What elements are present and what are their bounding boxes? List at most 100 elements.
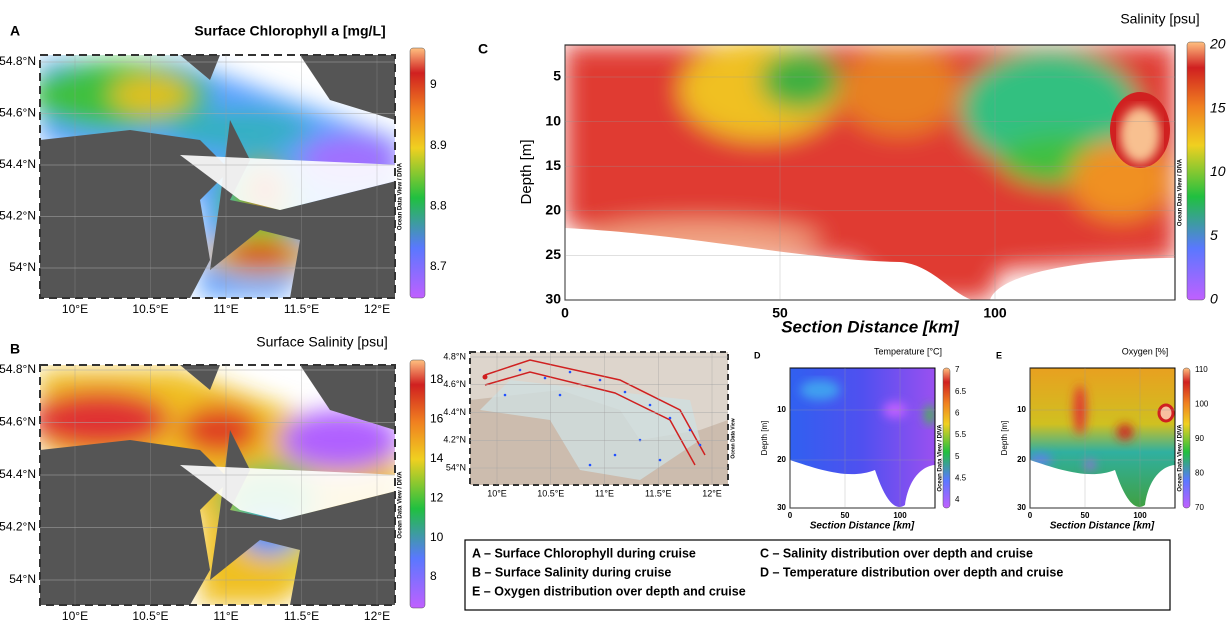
y-tick-label: 54.4°N	[0, 157, 36, 171]
panel-letter: D	[754, 350, 761, 360]
panel-letter: A	[10, 23, 20, 39]
panel-letter: B	[10, 341, 20, 357]
colorbar-tick-label: 110	[1195, 365, 1208, 374]
x-tick-label: 10°E	[487, 488, 507, 498]
x-tick-label: 10°E	[62, 302, 88, 316]
legend-entry: B – Surface Salinity during cruise	[472, 565, 671, 579]
y-tick-label: 15	[545, 157, 561, 173]
colorbar	[409, 47, 426, 299]
colorbar-tick-label: 70	[1195, 503, 1204, 512]
x-tick-label: 50	[1081, 511, 1090, 520]
watermark: Ocean Data View / DIVA	[938, 424, 944, 492]
x-tick-label: 11°E	[213, 609, 238, 623]
x-tick-label: 100	[893, 511, 907, 520]
panel-title: Surface Salinity [psu]	[256, 334, 388, 350]
x-tick-label: 10.5°E	[132, 302, 168, 316]
legend-box	[464, 539, 1171, 611]
watermark: Ocean Data View / DIVA	[398, 471, 404, 539]
x-tick-label: 11°E	[595, 488, 614, 498]
y-tick-label: 20	[1017, 455, 1026, 464]
colorbar-tick-label: 10	[1210, 163, 1226, 179]
colorbar-tick-label: 8	[430, 569, 437, 583]
y-tick-label: 4.2°N	[443, 435, 466, 445]
y-tick-label: 10	[545, 112, 561, 128]
y-tick-label: 54.2°N	[0, 520, 36, 534]
watermark: Ocean Data View	[730, 418, 736, 458]
x-tick-label: 10°E	[62, 609, 88, 623]
colorbar-tick-label: 18	[430, 372, 444, 386]
colorbar-tick-label: 80	[1195, 469, 1204, 478]
x-axis-label: Section Distance [km]	[1050, 521, 1155, 532]
y-tick-label: 54°N	[9, 260, 36, 274]
y-tick-label: 54.8°N	[0, 54, 36, 68]
y-tick-label: 4.4°N	[443, 407, 466, 417]
section-field-e	[1030, 368, 1175, 508]
legend-entry: C – Salinity distribution over depth and…	[760, 546, 1033, 560]
colorbar-tick-label: 15	[1210, 99, 1226, 115]
y-tick-label: 30	[777, 503, 786, 512]
x-tick-label: 0	[1028, 511, 1033, 520]
panel-letter: E	[996, 350, 1002, 360]
y-axis-label: Depth [m]	[1000, 421, 1009, 456]
colorbar-tick-label: 8.7	[430, 259, 447, 273]
y-tick-label: 54.8°N	[0, 362, 36, 376]
colorbar	[409, 359, 426, 609]
plot-frame	[39, 364, 396, 606]
y-axis-label: Depth [m]	[760, 421, 769, 456]
y-tick-label: 10	[1017, 405, 1026, 414]
y-tick-label: 54.6°N	[0, 415, 36, 429]
watermark: Ocean Data View / DIVA	[1178, 158, 1184, 226]
x-tick-label: 10.5°E	[537, 488, 564, 498]
map-field-a	[40, 55, 395, 298]
colorbar-tick-label: 0	[1210, 291, 1218, 307]
colorbar-tick-label: 8.9	[430, 138, 447, 152]
colorbar-tick-label: 6.5	[955, 387, 967, 396]
panel-letter: C	[478, 41, 488, 57]
y-tick-label: 54.2°N	[0, 209, 36, 223]
y-tick-label: 30	[1017, 503, 1026, 512]
colorbar-tick-label: 100	[1195, 400, 1209, 409]
x-tick-label: 100	[1133, 511, 1147, 520]
colorbar-tick-label: 5.5	[955, 430, 967, 439]
x-tick-label: 12°E	[364, 302, 390, 316]
x-axis-label: Section Distance [km]	[810, 521, 915, 532]
y-tick-label: 54.6°N	[0, 106, 36, 120]
colorbar-tick-label: 12	[430, 490, 444, 504]
y-tick-label: 54.4°N	[0, 467, 36, 481]
watermark: Ocean Data View / DIVA	[1178, 424, 1184, 492]
watermark: Ocean Data View / DIVA	[398, 162, 404, 230]
x-tick-label: 10.5°E	[132, 609, 168, 623]
colorbar-tick-label: 4.5	[955, 473, 967, 482]
y-tick-label: 4.8°N	[443, 351, 466, 361]
colorbar-tick-label: 5	[955, 452, 960, 461]
x-tick-label: 12°E	[364, 609, 390, 623]
colorbar-tick-label: 16	[430, 412, 444, 426]
panel-title: Salinity [psu]	[1120, 11, 1199, 27]
colorbar-tick-label: 4	[955, 495, 960, 504]
y-tick-label: 54°N	[446, 462, 466, 472]
x-tick-label: 0	[788, 511, 793, 520]
colorbar	[1182, 367, 1191, 509]
x-tick-label: 12°E	[702, 488, 722, 498]
colorbar	[1186, 41, 1206, 301]
colorbar-tick-label: 90	[1195, 434, 1204, 443]
panel-title: Surface Chlorophyll a [mg/L]	[194, 23, 385, 39]
colorbar-tick-label: 9	[430, 77, 437, 91]
colorbar-tick-label: 10	[430, 530, 444, 544]
x-tick-label: 0	[561, 305, 569, 321]
y-tick-label: 20	[545, 202, 561, 218]
y-axis-label: Depth [m]	[518, 139, 535, 204]
x-tick-label: 11°E	[213, 302, 238, 316]
legend-entry: A – Surface Chlorophyll during cruise	[472, 546, 696, 560]
y-tick-label: 25	[545, 246, 561, 262]
colorbar	[942, 367, 951, 509]
x-tick-label: 11.5°E	[284, 609, 319, 623]
section-field-d	[790, 368, 935, 508]
map-field-b	[40, 365, 395, 605]
inset-map	[469, 351, 729, 486]
x-tick-label: 11.5°E	[645, 488, 671, 498]
panel-title: Temperature [°C]	[874, 346, 942, 356]
y-tick-label: 20	[777, 455, 786, 464]
